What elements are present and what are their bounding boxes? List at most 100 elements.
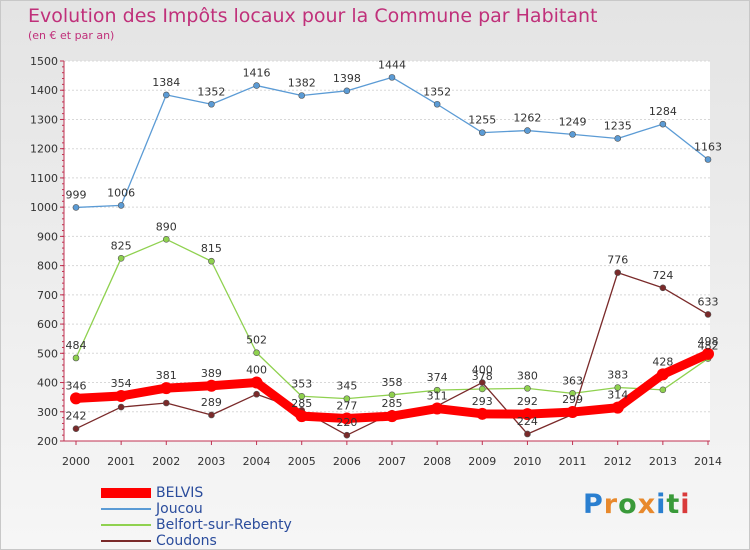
data-label: 220 [336,416,357,429]
x-tick-label: 2005 [288,455,316,468]
data-point [117,202,125,209]
data-label: 353 [291,377,312,390]
data-point [162,236,170,243]
data-point [295,410,308,423]
data-point [566,406,579,419]
data-label: 224 [517,415,538,428]
data-point [659,386,667,394]
legend-label: Joucou [156,501,203,517]
data-point [205,379,218,392]
data-point [343,395,351,402]
x-tick-label: 2008 [423,455,451,468]
logo-letter: i [680,489,691,520]
data-label: 1255 [468,114,496,127]
data-point [478,379,486,386]
data-point [611,401,624,414]
x-tick-label: 2000 [62,455,90,468]
data-point [386,410,398,423]
data-label: 346 [66,379,87,392]
data-label: 1352 [423,85,451,98]
data-point [162,399,170,407]
data-label: 1398 [333,72,361,85]
data-label: 311 [427,390,448,403]
data-point [614,269,622,276]
x-tick-label: 2001 [107,455,135,468]
data-label: 633 [698,295,719,308]
logo-letter: i [656,489,667,520]
x-tick-label: 2007 [378,455,406,468]
data-point [72,204,80,211]
logo-letter: P [583,489,604,520]
logo-letter: o [618,489,638,520]
data-point [659,120,667,128]
data-label: 378 [472,370,493,383]
data-point [388,391,396,399]
data-label: 314 [607,389,628,402]
data-point [340,412,353,425]
data-label: 776 [607,254,628,267]
y-tick-label: 200 [37,435,58,448]
data-label: 354 [111,377,132,390]
data-label: 400 [246,364,267,377]
data-label: 1416 [243,67,271,80]
y-tick-label: 400 [37,377,58,390]
data-label: 484 [66,339,87,352]
data-point [704,156,712,163]
data-label: 289 [201,396,222,409]
data-label: 1444 [378,58,406,71]
data-label: 345 [336,380,357,393]
data-point [524,385,531,392]
plot-area [64,61,710,441]
x-tick-label: 2014 [694,455,722,468]
y-tick-label: 1000 [30,201,58,214]
y-tick-label: 1200 [30,143,58,156]
data-label: 1249 [559,115,587,128]
data-label: 1262 [513,112,541,125]
data-label: 242 [66,410,87,423]
data-label: 358 [382,376,403,389]
data-point [208,257,215,265]
data-label: 1382 [288,76,316,89]
data-point [388,74,396,81]
y-tick-label: 800 [37,260,58,273]
x-tick-label: 2003 [197,455,225,468]
data-label: 1284 [649,105,677,118]
data-point [253,82,260,89]
data-label: 815 [201,242,222,255]
data-point [115,389,128,402]
data-point [208,411,215,419]
data-point [72,425,80,433]
data-point [524,430,531,438]
data-point [162,91,170,99]
x-tick-label: 2004 [243,455,271,468]
data-label: 299 [562,393,583,406]
legend-swatch [101,524,151,526]
y-tick-label: 1100 [30,172,58,185]
data-point [343,431,351,439]
y-tick-label: 600 [37,318,58,331]
data-point [569,390,576,397]
chart-subtitle: (en € et par an) [28,29,115,42]
data-point [431,402,444,415]
legend-swatch [101,540,151,542]
data-point [70,392,82,405]
data-label: 1352 [197,85,225,98]
proxiti-logo: Proxiti [583,489,691,520]
data-label: 400 [472,364,493,377]
y-tick-label: 1400 [30,84,58,97]
data-point [343,87,351,95]
data-point [160,382,173,395]
data-label: 277 [336,399,357,412]
data-label: 1384 [152,76,180,89]
data-label: 383 [607,369,628,382]
data-label: 482 [698,340,719,353]
data-label: 389 [201,367,222,380]
data-point [478,129,486,136]
data-label: 724 [652,269,673,282]
data-label: 999 [66,188,87,201]
data-point [476,407,489,420]
data-label: 890 [156,220,177,233]
logo-letter: r [603,489,619,520]
logo-letter: x [637,489,657,520]
